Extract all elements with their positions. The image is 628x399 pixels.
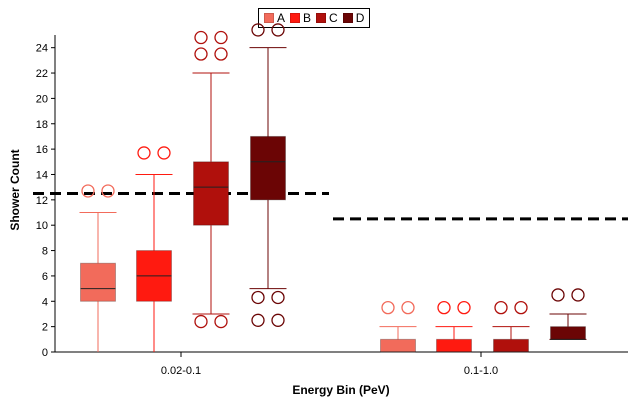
x-axis-label: Energy Bin (PeV) xyxy=(292,383,389,397)
outlier-point xyxy=(457,300,471,315)
legend: A B C D xyxy=(258,8,371,28)
outlier-point xyxy=(271,290,285,305)
outlier-point xyxy=(194,47,208,61)
outlier-point xyxy=(271,313,285,327)
outlier-point xyxy=(551,288,565,302)
y-tick-label: 2 xyxy=(42,322,48,334)
outlier-point xyxy=(101,184,115,198)
outlier-point xyxy=(194,30,208,45)
outlier-point xyxy=(251,313,265,327)
box-series xyxy=(79,23,587,353)
legend-label-a: A xyxy=(277,11,286,25)
outlier-point xyxy=(251,290,265,305)
y-tick-label: 12 xyxy=(36,195,48,207)
y-tick-label: 6 xyxy=(42,271,48,283)
legend-item-a: A xyxy=(264,11,285,25)
y-tick-label: 16 xyxy=(36,144,48,156)
y-tick-label: 8 xyxy=(42,246,48,258)
outlier-point xyxy=(81,184,95,198)
box-b xyxy=(436,338,472,353)
reference-lines xyxy=(33,192,628,221)
legend-label-c: C xyxy=(329,11,338,25)
outlier-point xyxy=(214,314,228,329)
x-tick-label: 0.1-1.0 xyxy=(464,365,498,377)
y-tick-label: 14 xyxy=(36,169,48,181)
legend-swatch-a xyxy=(264,13,274,23)
box-c xyxy=(193,161,229,226)
outlier-point xyxy=(214,30,228,45)
y-tick-label: 10 xyxy=(36,220,48,232)
outlier-point xyxy=(401,300,415,315)
legend-swatch-c xyxy=(316,13,327,23)
legend-swatch-b xyxy=(290,13,301,23)
outlier-point xyxy=(194,314,208,329)
outlier-point xyxy=(271,23,285,37)
legend-item-b: B xyxy=(290,11,311,25)
box-a xyxy=(380,338,416,353)
box-d xyxy=(550,326,586,340)
outlier-point xyxy=(437,300,451,315)
y-tick-label: 20 xyxy=(36,93,48,105)
outlier-point xyxy=(214,47,228,61)
legend-swatch-d xyxy=(342,13,353,23)
legend-item-d: D xyxy=(342,11,365,25)
outlier-point xyxy=(494,300,508,315)
y-tick-label: 22 xyxy=(36,68,48,80)
legend-label-d: D xyxy=(355,11,365,25)
box-a xyxy=(80,262,116,302)
box-d xyxy=(250,135,286,201)
outlier-point xyxy=(381,300,395,315)
outlier-point xyxy=(571,288,585,302)
outlier-point xyxy=(251,23,265,37)
legend-item-c: C xyxy=(316,11,338,25)
y-axis-label: Shower Count xyxy=(8,149,22,230)
outlier-point xyxy=(157,146,171,160)
y-tick-label: 18 xyxy=(36,119,48,131)
x-tick-label: 0.02-0.1 xyxy=(161,365,201,377)
box-c xyxy=(493,338,529,353)
y-tick-label: 24 xyxy=(36,43,48,55)
legend-label-b: B xyxy=(303,11,312,25)
y-tick-label: 0 xyxy=(42,347,48,359)
outlier-point xyxy=(514,300,528,315)
y-tick-label: 4 xyxy=(42,296,48,308)
outlier-point xyxy=(137,146,151,160)
